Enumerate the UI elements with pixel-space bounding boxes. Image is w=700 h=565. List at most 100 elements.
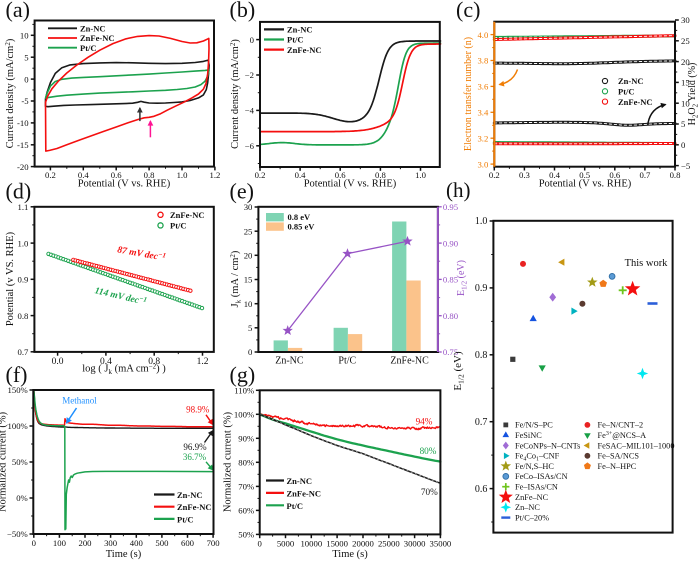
svg-text:200: 200 xyxy=(78,538,92,548)
svg-text:50%: 50% xyxy=(238,530,254,540)
svg-text:Pt/C: Pt/C xyxy=(177,514,194,524)
svg-text:96.9%: 96.9% xyxy=(183,442,207,452)
svg-text:ZnFe-NC: ZnFe-NC xyxy=(177,502,211,512)
svg-text:110%: 110% xyxy=(234,386,254,396)
svg-text:1.2: 1.2 xyxy=(209,170,220,180)
svg-text:0.4: 0.4 xyxy=(549,170,561,180)
svg-text:36.7%: 36.7% xyxy=(183,452,207,462)
svg-text:0.8: 0.8 xyxy=(475,350,488,361)
svg-text:5: 5 xyxy=(248,323,252,333)
svg-text:80%: 80% xyxy=(238,458,254,468)
svg-text:Zn-NC: Zn-NC xyxy=(287,25,313,35)
svg-text:(d): (d) xyxy=(6,179,32,204)
svg-text:30: 30 xyxy=(244,202,253,212)
svg-text:Potential (V vs. RHE): Potential (V vs. RHE) xyxy=(78,178,171,189)
svg-text:-5: -5 xyxy=(21,96,28,106)
svg-text:0.6: 0.6 xyxy=(609,170,621,180)
svg-text:Fe–ISAs/CN: Fe–ISAs/CN xyxy=(515,483,558,492)
svg-text:Fe/N/S–PC: Fe/N/S–PC xyxy=(515,421,553,430)
svg-text:(e): (e) xyxy=(230,179,254,204)
svg-text:15: 15 xyxy=(681,78,690,88)
svg-text:Normalized current (%): Normalized current (%) xyxy=(223,411,234,512)
svg-text:25: 25 xyxy=(681,36,690,46)
svg-text:0.7: 0.7 xyxy=(639,170,651,180)
svg-text:Methanol: Methanol xyxy=(62,396,97,406)
svg-text:3.6: 3.6 xyxy=(477,82,489,92)
svg-text:ZnFe-NC: ZnFe-NC xyxy=(170,210,204,220)
svg-text:0%: 0% xyxy=(16,493,28,503)
svg-text:0.3: 0.3 xyxy=(519,170,530,180)
svg-text:ZnFe-NC: ZnFe-NC xyxy=(80,33,114,43)
svg-text:0.9: 0.9 xyxy=(475,283,488,294)
svg-text:Time (s): Time (s) xyxy=(332,549,368,560)
svg-text:(g): (g) xyxy=(230,362,256,387)
svg-text:1.0: 1.0 xyxy=(18,238,30,248)
svg-text:Pt/C: Pt/C xyxy=(80,43,97,53)
svg-text:5: 5 xyxy=(681,119,685,129)
svg-text:ZnFe–NC: ZnFe–NC xyxy=(515,493,549,502)
svg-text:5000: 5000 xyxy=(277,538,295,548)
svg-text:-15: -15 xyxy=(17,140,29,150)
svg-text:Potential (V vs. RHE): Potential (V vs. RHE) xyxy=(304,178,397,189)
svg-text:−6: −6 xyxy=(245,141,255,151)
svg-text:100%: 100% xyxy=(8,421,28,431)
svg-text:1.0: 1.0 xyxy=(177,170,189,180)
svg-text:Normalized current (%): Normalized current (%) xyxy=(0,411,9,512)
svg-text:0.8: 0.8 xyxy=(18,311,30,321)
svg-text:(a): (a) xyxy=(6,0,30,22)
svg-text:0.80: 0.80 xyxy=(443,311,459,321)
svg-text:15: 15 xyxy=(244,275,253,285)
svg-text:Zn-NC: Zn-NC xyxy=(177,490,203,500)
svg-text:ZnFe-NC: ZnFe-NC xyxy=(287,488,321,498)
svg-text:10: 10 xyxy=(20,31,29,41)
svg-text:ZnFe-NC: ZnFe-NC xyxy=(618,97,652,107)
svg-text:Fe4Co1–CNF: Fe4Co1–CNF xyxy=(515,452,560,463)
svg-text:20: 20 xyxy=(244,251,253,261)
svg-text:FeCo–ISAs/CN: FeCo–ISAs/CN xyxy=(515,472,568,481)
svg-text:0.2: 0.2 xyxy=(489,170,500,180)
svg-text:4.0: 4.0 xyxy=(477,30,489,40)
svg-text:0.8: 0.8 xyxy=(144,170,156,180)
svg-text:0.4: 0.4 xyxy=(78,170,90,180)
svg-text:(h): (h) xyxy=(446,178,471,202)
svg-text:700: 700 xyxy=(207,538,221,548)
svg-text:FeCoNPs–N–CNTs: FeCoNPs–N–CNTs xyxy=(515,441,580,450)
svg-text:400: 400 xyxy=(130,538,144,548)
svg-text:0.8: 0.8 xyxy=(148,357,160,367)
svg-text:1.0: 1.0 xyxy=(475,216,488,227)
svg-text:0.8: 0.8 xyxy=(670,170,682,180)
svg-text:0.75: 0.75 xyxy=(443,347,458,357)
svg-text:Fe–N/CNT–2: Fe–N/CNT–2 xyxy=(598,421,644,430)
svg-text:Current density (mA/cm2): Current density (mA/cm2) xyxy=(229,39,241,149)
svg-text:FeSAC–MIL101–1000: FeSAC–MIL101–1000 xyxy=(598,441,675,450)
svg-text:0: 0 xyxy=(24,74,29,84)
svg-text:0.95: 0.95 xyxy=(443,202,458,212)
svg-text:Zn-NC: Zn-NC xyxy=(618,76,644,86)
svg-text:Potential (v VS. RHE): Potential (v VS. RHE) xyxy=(5,231,16,326)
svg-text:Fe–N–HPC: Fe–N–HPC xyxy=(598,462,637,471)
svg-text:0.7: 0.7 xyxy=(475,417,488,428)
svg-text:70%: 70% xyxy=(421,487,438,497)
svg-text:20: 20 xyxy=(681,57,690,67)
svg-text:E1/2 (eV): E1/2 (eV) xyxy=(452,351,466,391)
svg-text:0: 0 xyxy=(248,347,253,357)
svg-text:10000: 10000 xyxy=(300,538,322,548)
svg-text:Zn-NC: Zn-NC xyxy=(80,24,106,34)
svg-text:80%: 80% xyxy=(420,446,437,456)
svg-text:0.85 eV: 0.85 eV xyxy=(288,222,316,232)
svg-text:Zn-NC: Zn-NC xyxy=(275,356,304,367)
svg-text:0: 0 xyxy=(681,140,686,150)
svg-text:1.2: 1.2 xyxy=(197,357,209,367)
svg-text:3.4: 3.4 xyxy=(477,108,489,118)
svg-text:(c): (c) xyxy=(456,0,480,22)
svg-text:−2: −2 xyxy=(245,70,254,80)
svg-text:−5: −5 xyxy=(681,161,690,171)
svg-text:0: 0 xyxy=(258,538,263,548)
svg-text:100%: 100% xyxy=(234,410,254,420)
svg-text:Fe/N,S–HC: Fe/N,S–HC xyxy=(515,462,554,471)
svg-text:Pt/C: Pt/C xyxy=(287,501,304,511)
svg-text:0.2: 0.2 xyxy=(45,170,56,180)
svg-text:Jk (mA / cm2): Jk (mA / cm2) xyxy=(229,250,243,307)
svg-text:Potential (V vs. RHE): Potential (V vs. RHE) xyxy=(539,178,632,189)
svg-text:ZnFe-NC: ZnFe-NC xyxy=(390,356,429,367)
